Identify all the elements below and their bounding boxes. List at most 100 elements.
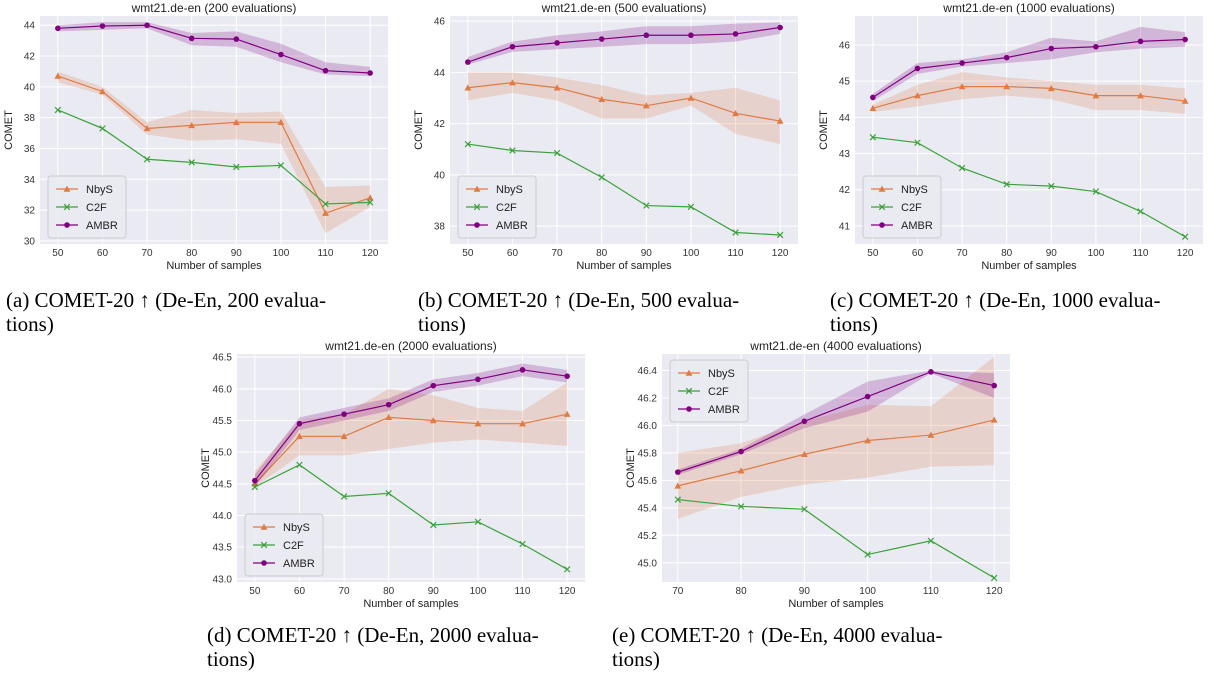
- x-tick-label: 50: [867, 248, 879, 259]
- legend-marker: [63, 203, 71, 211]
- legend-marker: [473, 185, 481, 192]
- data-point: [322, 200, 329, 208]
- confidence-band: [872, 72, 1186, 114]
- data-point: [687, 94, 695, 101]
- legend-marker: [260, 523, 268, 530]
- x-tick-label: 50: [52, 248, 64, 259]
- data-point: [322, 209, 329, 216]
- data-point: [464, 84, 472, 91]
- data-point: [188, 121, 196, 129]
- data-point: [99, 23, 106, 29]
- series-line: [467, 82, 781, 122]
- data-point: [927, 537, 935, 545]
- legend-marker: [260, 541, 268, 549]
- data-point: [732, 109, 739, 117]
- data-point: [914, 65, 921, 72]
- confidence-band: [467, 72, 781, 145]
- y-tick-label: 45.0: [638, 558, 658, 569]
- data-point: [675, 469, 681, 475]
- data-point: [475, 376, 481, 383]
- confidence-band: [254, 363, 568, 487]
- x-tick-label: 70: [957, 248, 969, 259]
- x-tick-label: 80: [1001, 248, 1013, 259]
- data-point: [958, 164, 966, 172]
- data-point: [296, 461, 303, 469]
- x-tick-label: 120: [772, 248, 789, 259]
- series-line: [677, 371, 995, 473]
- x-tick-label: 90: [231, 248, 243, 259]
- data-point: [509, 79, 516, 86]
- data-point: [366, 194, 374, 201]
- x-tick-label: 90: [799, 586, 811, 597]
- data-point: [598, 95, 606, 102]
- data-point: [777, 24, 783, 31]
- series-line: [467, 26, 781, 63]
- x-tick-label: 120: [362, 248, 379, 259]
- legend-label: C2F: [708, 386, 729, 398]
- data-point: [296, 432, 303, 440]
- data-point: [738, 448, 744, 455]
- x-tick-label: 80: [596, 248, 608, 259]
- series-c2f: [54, 106, 374, 208]
- y-tick-label: 46: [839, 40, 851, 51]
- data-point: [99, 125, 106, 132]
- series-ambr: [55, 22, 373, 77]
- x-tick-label: 100: [1088, 248, 1105, 259]
- data-point: [252, 477, 258, 484]
- data-point: [367, 70, 373, 76]
- data-point: [563, 566, 571, 573]
- data-point: [322, 67, 329, 74]
- data-point: [642, 102, 650, 109]
- data-point: [990, 416, 998, 423]
- series-line: [57, 109, 371, 205]
- series-line: [254, 413, 568, 485]
- data-point: [776, 231, 784, 239]
- series-ambr: [675, 369, 997, 475]
- series-line: [467, 143, 781, 236]
- data-point: [1093, 43, 1099, 50]
- legend-label: C2F: [496, 202, 517, 214]
- data-point: [1137, 38, 1144, 45]
- legend-label: C2F: [86, 202, 107, 214]
- chart-panel-b: wmt21.de-en (500 evaluations) 50 60 70 80 90 1…: [410, 0, 810, 272]
- data-point: [869, 134, 877, 141]
- series-nbys: [869, 72, 1189, 114]
- y-tick-label: 46.0: [213, 384, 233, 395]
- data-point: [674, 482, 682, 489]
- caption-a: (a) COMET-20 ↑ (De-En, 200 evalua- tions…: [6, 288, 326, 336]
- data-point: [869, 104, 877, 112]
- y-axis-label: COMET: [625, 448, 637, 488]
- data-point: [1047, 84, 1055, 92]
- data-point: [870, 94, 876, 101]
- x-axis-label: Number of samples: [166, 260, 262, 272]
- y-tick-label: 44: [839, 113, 851, 124]
- chart-title: wmt21.de-en (4000 evaluations): [749, 339, 921, 353]
- data-point: [143, 125, 151, 132]
- legend-marker: [878, 185, 886, 192]
- chart-title: wmt21.de-en (1000 evaluations): [942, 1, 1114, 15]
- y-tick-label: 46.4: [638, 366, 658, 377]
- legend-marker: [878, 203, 886, 211]
- data-point: [732, 229, 739, 236]
- x-tick-label: 70: [672, 586, 684, 597]
- caption-c: (c) COMET-20 ↑ (De-En, 1000 evalua- tion…: [830, 288, 1160, 336]
- x-tick-label: 80: [736, 586, 748, 597]
- series-line: [872, 85, 1186, 109]
- legend-label: AMBR: [86, 220, 118, 232]
- caption-line1: (c) COMET-20 ↑ (De-En, 1000 evalua-: [830, 288, 1161, 312]
- data-point: [430, 382, 437, 389]
- legend-label: C2F: [901, 202, 922, 214]
- series-line: [677, 498, 995, 579]
- y-tick-label: 38: [434, 222, 446, 233]
- x-tick-label: 120: [986, 586, 1003, 597]
- series-line: [872, 38, 1186, 98]
- x-tick-label: 100: [683, 248, 700, 259]
- data-point: [144, 22, 150, 29]
- caption-line1: (b) COMET-20 ↑ (De-En, 500 evalua-: [418, 288, 740, 312]
- series-ambr: [465, 22, 783, 65]
- y-tick-label: 30: [24, 236, 36, 247]
- x-tick-label: 60: [912, 248, 924, 259]
- caption-line2: tions): [830, 312, 878, 336]
- caption-line2: tions): [6, 312, 54, 336]
- series-c2f: [251, 461, 571, 573]
